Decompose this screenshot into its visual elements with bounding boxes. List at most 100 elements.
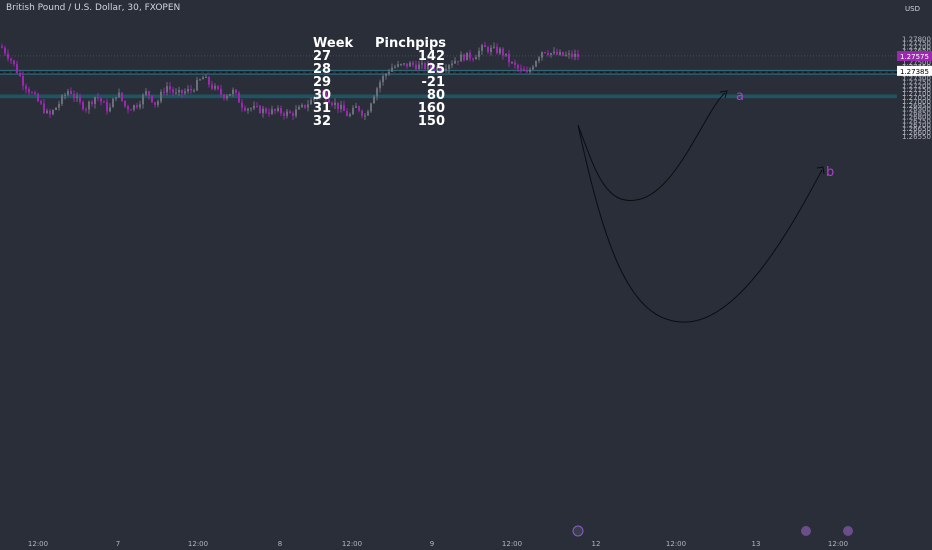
candle-body — [190, 88, 192, 91]
time-tick-label: 13 — [752, 540, 761, 548]
candle-body — [205, 76, 207, 78]
candle-body — [136, 105, 138, 108]
candle-body — [187, 88, 189, 92]
candle-body — [442, 70, 444, 72]
week-cell: 30 — [313, 88, 332, 103]
candle-body — [223, 94, 225, 99]
candle-body — [31, 92, 33, 94]
candle-body — [277, 108, 279, 111]
candle-body — [415, 64, 417, 70]
price-tick-label: 1.27500 — [902, 59, 931, 67]
candle-body — [445, 68, 447, 71]
pinchpips-table: Week Pinchpips 27 142 28 25 29 -21 30 80 31 1… — [313, 37, 446, 128]
candle-body — [208, 76, 210, 85]
candle-body — [79, 96, 81, 102]
candle-body — [328, 100, 330, 103]
candle-body — [379, 82, 381, 89]
candle-body — [34, 92, 36, 94]
candle-body — [538, 57, 540, 61]
candle-body — [556, 51, 558, 55]
candle-body — [25, 85, 27, 90]
pinchpips-cell: -21 — [421, 75, 446, 90]
candle-body — [7, 53, 9, 59]
candle-body — [151, 95, 153, 103]
candle-body — [64, 94, 66, 96]
candle-body — [496, 46, 498, 54]
economic-event-icon-2[interactable] — [843, 526, 853, 536]
candle-body — [316, 96, 318, 99]
candle-body — [478, 50, 480, 58]
candle-body — [22, 76, 24, 86]
candle-body — [532, 66, 534, 70]
candle-body — [121, 92, 123, 101]
time-axis[interactable]: 12:00 7 12:00 8 12:00 9 12:00 12 12:00 13 12:00 — [28, 540, 848, 548]
projection-layer: a b — [577, 89, 834, 323]
time-tick-label: 12:00 — [666, 540, 686, 548]
candle-body — [283, 113, 285, 116]
currency-label: USD — [905, 5, 920, 13]
candle-body — [298, 106, 300, 110]
candle-body — [220, 88, 222, 95]
candle-body — [169, 86, 171, 90]
economic-event-icon[interactable] — [801, 526, 811, 536]
candle-body — [508, 53, 510, 63]
pinchpips-cell: 80 — [426, 88, 445, 103]
projection-label-b: b — [826, 165, 834, 180]
candle-body — [307, 104, 309, 108]
candle-body — [250, 108, 252, 110]
candle-body — [511, 62, 513, 64]
candle-body — [370, 103, 372, 112]
candle-body — [49, 110, 51, 115]
candle-body — [346, 111, 348, 117]
time-tick-label: 12:00 — [502, 540, 522, 548]
candle-body — [97, 97, 99, 99]
candle-body — [286, 111, 288, 116]
symbol-title[interactable]: British Pound / U.S. Dollar, 30, FXOPEN — [6, 3, 181, 13]
event-icon[interactable] — [572, 525, 584, 537]
candle-body — [343, 104, 345, 112]
candle-body — [457, 60, 459, 62]
candle-body — [154, 102, 156, 105]
level-price-tag: 1.27385 — [900, 68, 929, 76]
candle-body — [175, 92, 177, 94]
price-tick-label: 1.26700 — [902, 121, 931, 129]
candle-body — [82, 101, 84, 110]
candle-body — [499, 48, 501, 54]
candle-body — [400, 64, 402, 66]
candle-body — [259, 105, 261, 114]
candle-body — [202, 77, 204, 80]
candle-body — [184, 91, 186, 94]
candle-body — [310, 100, 312, 105]
candle-body — [319, 91, 321, 97]
candle-body — [1, 46, 3, 48]
price-axis[interactable]: USD1.278001.277501.277001.276501.276001.… — [897, 0, 932, 550]
candle-body — [58, 103, 60, 108]
candle-body — [115, 97, 117, 99]
week-cell: 29 — [313, 75, 332, 90]
price-tick-label: 1.26800 — [902, 114, 931, 122]
candle-body — [262, 108, 264, 114]
candle-body — [421, 63, 423, 65]
candle-body — [517, 64, 519, 69]
candle-body — [172, 89, 174, 93]
candle-body — [391, 67, 393, 72]
candle-body — [466, 52, 468, 61]
candle-body — [130, 109, 132, 111]
price-tick-label: 1.27800 — [902, 36, 931, 44]
candle-body — [385, 73, 387, 77]
projection-label-a: a — [736, 89, 744, 104]
candle-body — [409, 62, 411, 67]
price-tick-label: 1.26850 — [902, 110, 931, 118]
candle-body — [460, 54, 462, 62]
candle-body — [163, 91, 165, 93]
projection-path-a — [577, 92, 726, 201]
time-tick-label: 12:00 — [342, 540, 362, 548]
candle-body — [16, 63, 18, 73]
price-tick-label: 1.27250 — [902, 78, 931, 86]
table-row: 30 80 — [313, 89, 445, 102]
candle-body — [226, 95, 228, 99]
candle-body — [412, 62, 414, 65]
candle-body — [232, 89, 234, 95]
price-tick-label: 1.26950 — [902, 102, 931, 110]
